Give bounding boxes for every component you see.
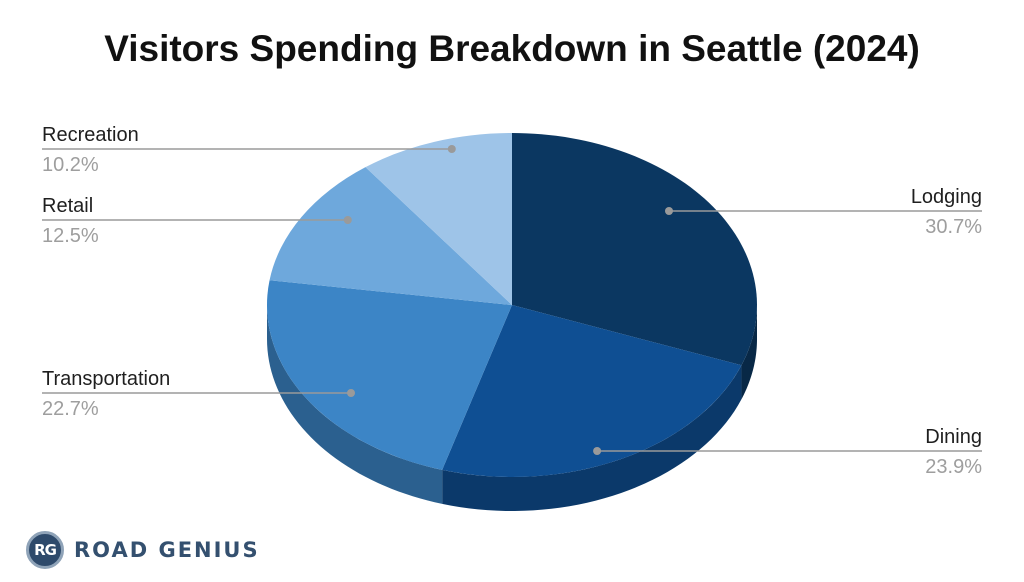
- side-wall-dining: [442, 365, 742, 511]
- label-pct-retail: 12.5%: [42, 225, 99, 247]
- pie-side-walls: [267, 305, 757, 511]
- brand-logo: RG ROAD GENIUS: [26, 530, 260, 570]
- label-lodging: Lodging: [911, 186, 982, 208]
- leader-dot-lodging: [665, 207, 673, 215]
- slice-labels: Lodging 30.7% Dining 23.9% Transportation 22.…: [42, 124, 982, 478]
- slice-transportation: [266, 280, 512, 470]
- slice-dining: [442, 305, 742, 478]
- slice-recreation: [365, 133, 512, 305]
- leader-dot-recreation: [447, 145, 456, 153]
- label-pct-transportation: 22.7%: [42, 398, 99, 420]
- slice-lodging: [512, 133, 757, 366]
- label-pct-lodging: 30.7%: [925, 216, 982, 238]
- side-wall-transportation: [267, 305, 443, 504]
- brand-name: ROAD GENIUS: [74, 538, 260, 562]
- label-retail: Retail: [42, 195, 93, 217]
- leader-dot-retail: [343, 216, 352, 224]
- slice-retail: [269, 167, 512, 305]
- label-pct-recreation: 10.2%: [42, 154, 99, 176]
- label-dining: Dining: [925, 426, 982, 448]
- road-genius-logo-icon: RG: [26, 531, 64, 569]
- pie-slices: [266, 133, 757, 478]
- label-transportation: Transportation: [42, 368, 170, 390]
- label-pct-dining: 23.9%: [925, 456, 982, 478]
- label-recreation: Recreation: [42, 124, 139, 146]
- leader-dot-dining: [593, 447, 602, 455]
- chart-title: Visitors Spending Breakdown in Seattle (…: [104, 28, 920, 69]
- leader-dot-transportation: [347, 389, 355, 397]
- side-wall-lodging: [741, 305, 757, 400]
